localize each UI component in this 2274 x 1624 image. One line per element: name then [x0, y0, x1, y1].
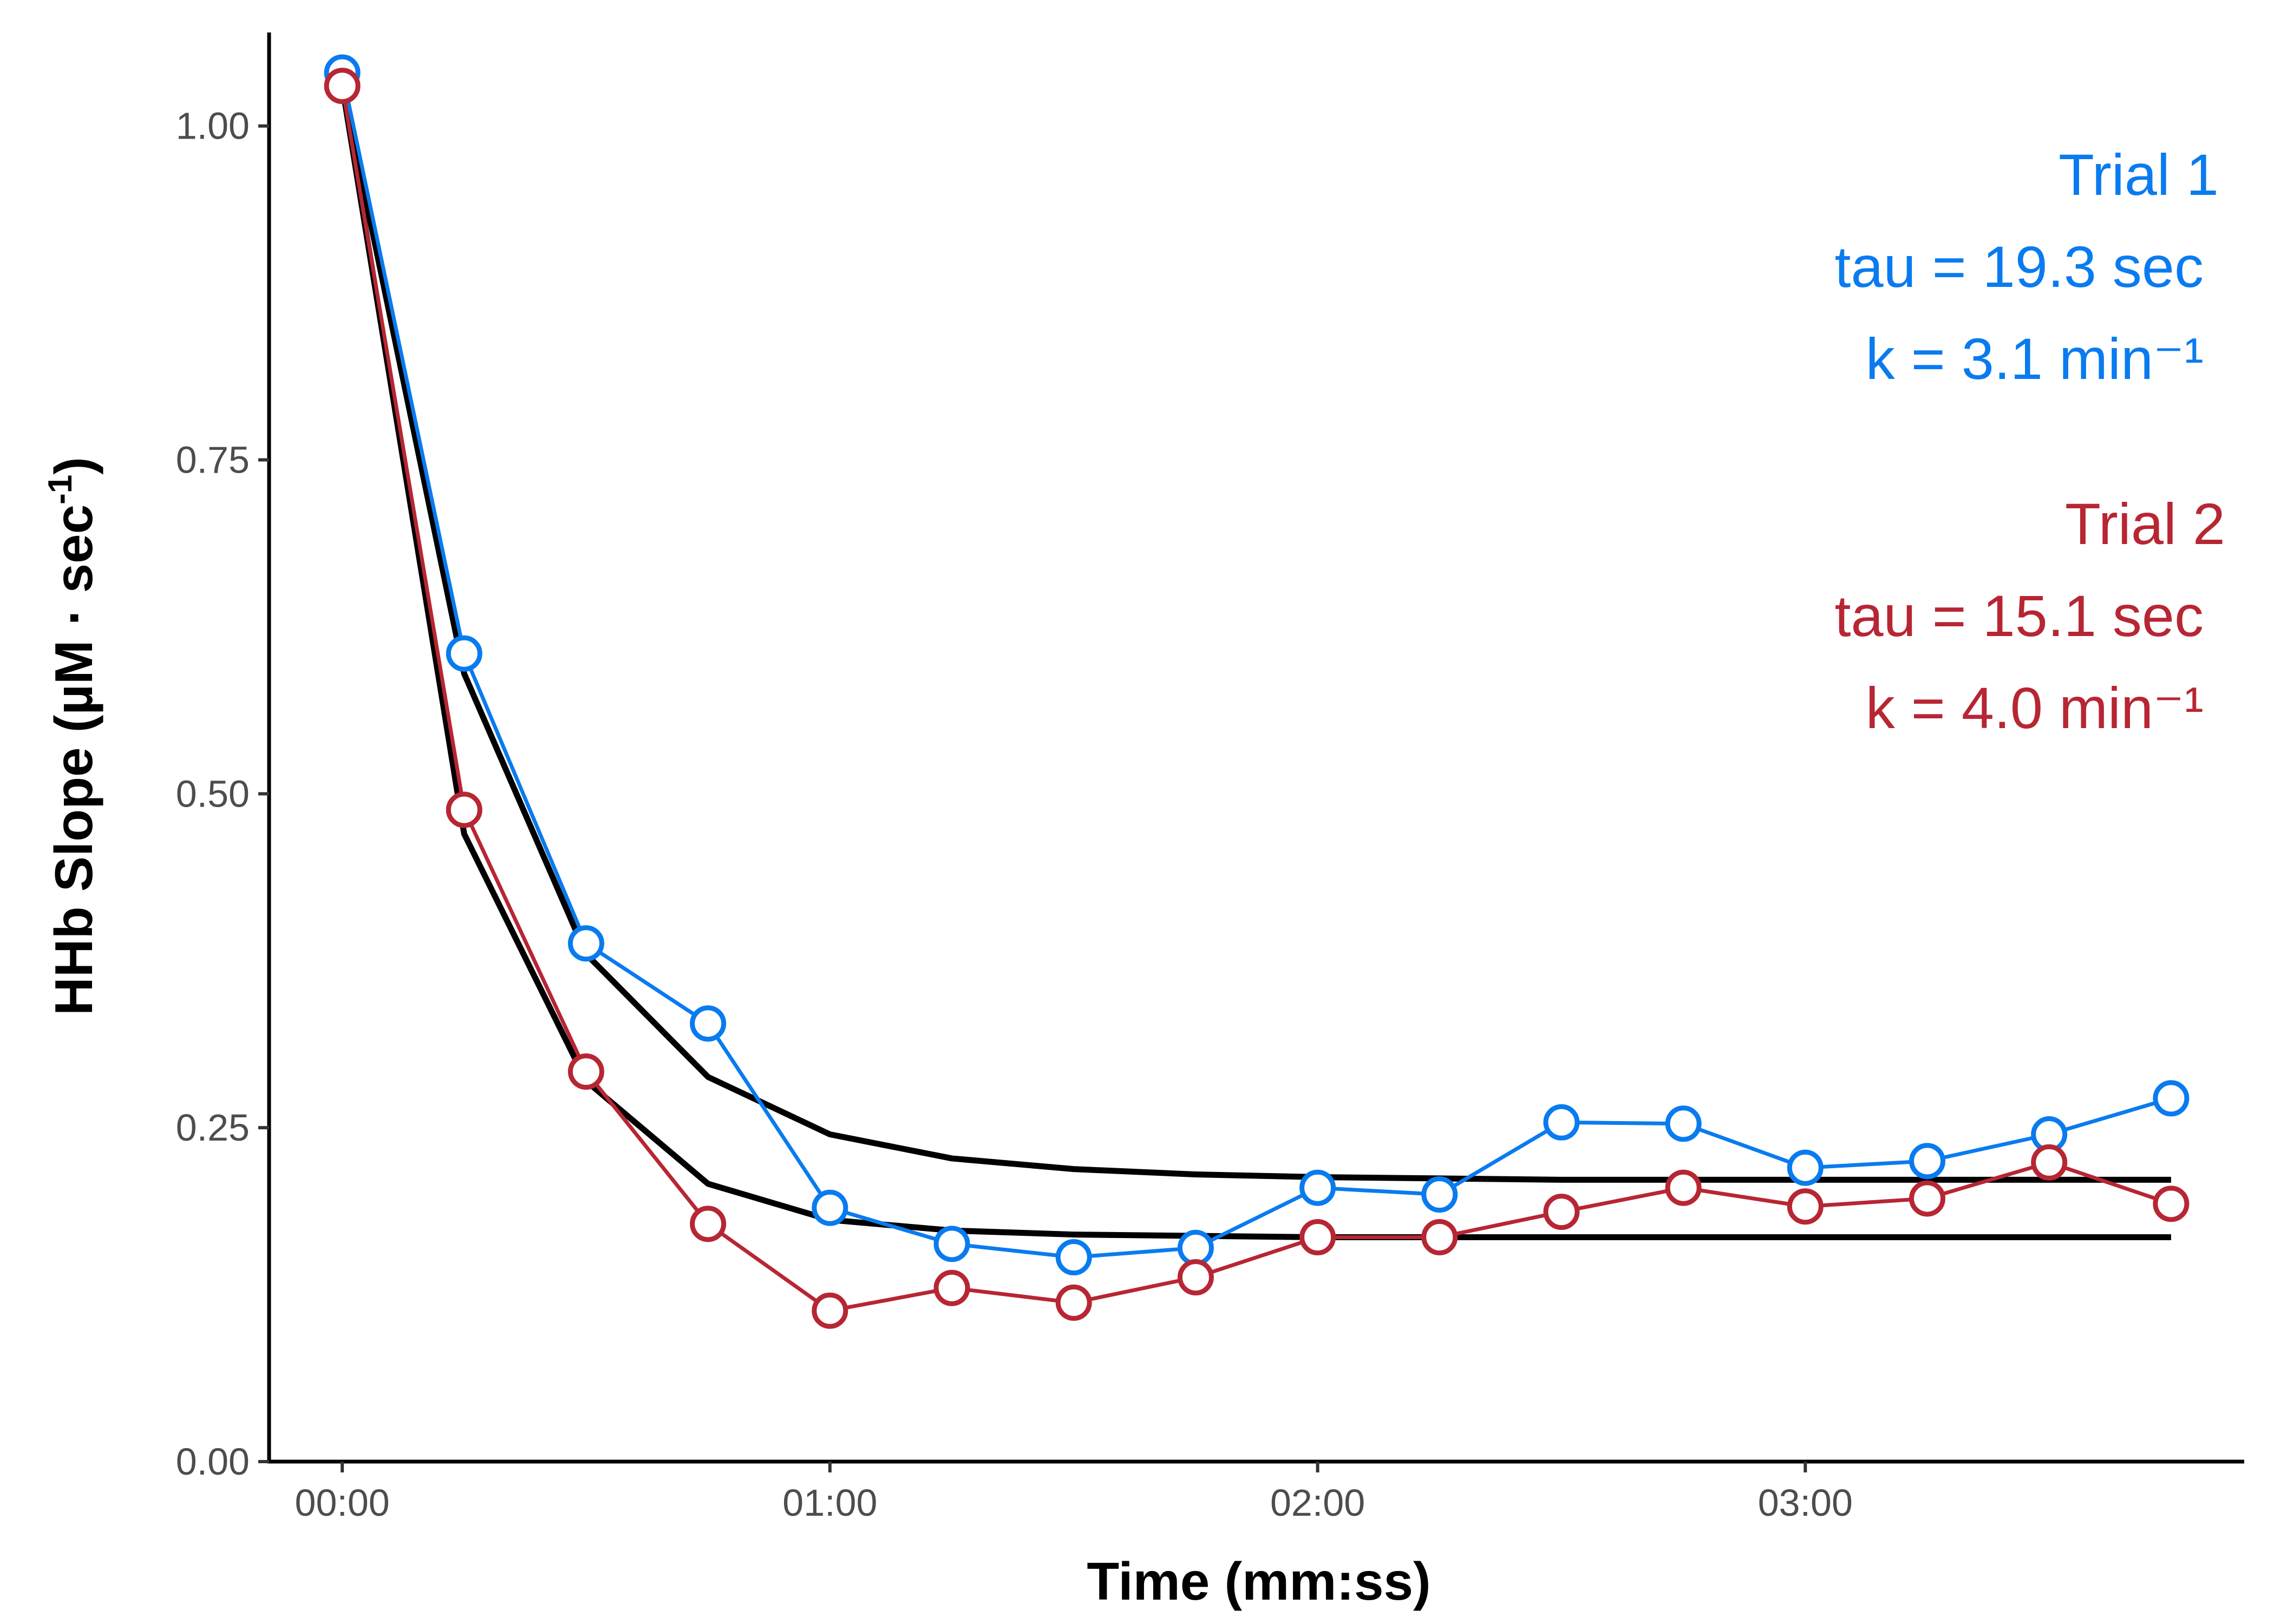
trial-2-point [1177, 1259, 1214, 1296]
annotations: Trial 1 tau = 19.3 sec k = 3.1 min⁻¹ Tri… [1835, 142, 2226, 741]
trial-1-point [2153, 1080, 2190, 1117]
y-axis-title-superscript: -1 [42, 475, 79, 505]
trial-1-point [690, 1005, 727, 1042]
trial-1-point [812, 1189, 848, 1226]
trial-1-point [567, 925, 604, 962]
trial-1-point [1421, 1176, 1458, 1213]
trial-1-point [1787, 1149, 1824, 1186]
trial-2-k: k = 4.0 min⁻¹ [1866, 675, 2204, 741]
y-tick-label: 0.75 [176, 439, 250, 481]
fit-lines [339, 85, 2171, 1240]
y-axis-title-main: HHb Slope (µM · sec [44, 505, 103, 1016]
trial-1-point [1665, 1105, 1702, 1142]
trial-2-point [1909, 1180, 1946, 1217]
trial-2-title: Trial 2 [2065, 491, 2225, 556]
x-axis-title: Time (mm:ss) [1087, 1551, 1430, 1611]
trial-2-point [1421, 1219, 1458, 1255]
trial-2-point [2031, 1144, 2068, 1181]
trial-1-k: k = 3.1 min⁻¹ [1866, 326, 2204, 391]
trial-1-series [324, 54, 2190, 1276]
trial-1-point [933, 1226, 970, 1262]
trial-2-point [2153, 1186, 2190, 1222]
trial-1-title: Trial 1 [2059, 142, 2219, 207]
trial-2-fit-line [339, 85, 2171, 1240]
x-tick-label: 02:00 [1270, 1482, 1365, 1524]
trial-2-tau: tau = 15.1 sec [1835, 583, 2204, 649]
x-tick-label: 00:00 [295, 1482, 390, 1524]
trial-2-point [812, 1292, 848, 1329]
y-axis-title: HHb Slope (µM · sec-1) [42, 457, 103, 1016]
trial-1-line [340, 72, 2172, 1260]
trial-2-line [340, 86, 2172, 1313]
trial-1-point [1177, 1229, 1214, 1266]
trial-2-point [567, 1053, 604, 1090]
trial-2-point [1787, 1188, 1824, 1225]
y-axis-title-close: ) [44, 457, 103, 475]
trial-2-point [1543, 1194, 1580, 1230]
trial-2-point [324, 68, 361, 104]
trial-1-point [1055, 1239, 1092, 1276]
y-tick-label: 0.00 [176, 1440, 250, 1483]
x-tick-label: 01:00 [782, 1482, 877, 1524]
trial-2-point [933, 1269, 970, 1306]
trial-1-tau: tau = 19.3 sec [1835, 234, 2204, 299]
trial-2-point [1665, 1169, 1702, 1206]
trial-1-point [1909, 1143, 1946, 1180]
trial-2-point [1055, 1284, 1092, 1321]
observed-series [324, 54, 2190, 1329]
trial-2-point [446, 791, 482, 828]
trial-2-point [690, 1206, 727, 1242]
trial-1-point [1299, 1169, 1336, 1206]
y-tick-label: 1.00 [176, 105, 250, 147]
trial-1-fit-line [339, 85, 2171, 1183]
trial-2-series [324, 68, 2190, 1329]
x-tick-label: 03:00 [1758, 1482, 1853, 1524]
trial-1-point [446, 635, 482, 672]
y-tick-label: 0.50 [176, 772, 250, 815]
trial-1-point [1543, 1104, 1580, 1141]
axes: 0.00 0.25 0.50 0.75 1.00 00:00 01:00 02:00 03:00 [176, 32, 2244, 1524]
y-tick-label: 0.25 [176, 1106, 250, 1149]
trial-2-point [1299, 1219, 1336, 1255]
